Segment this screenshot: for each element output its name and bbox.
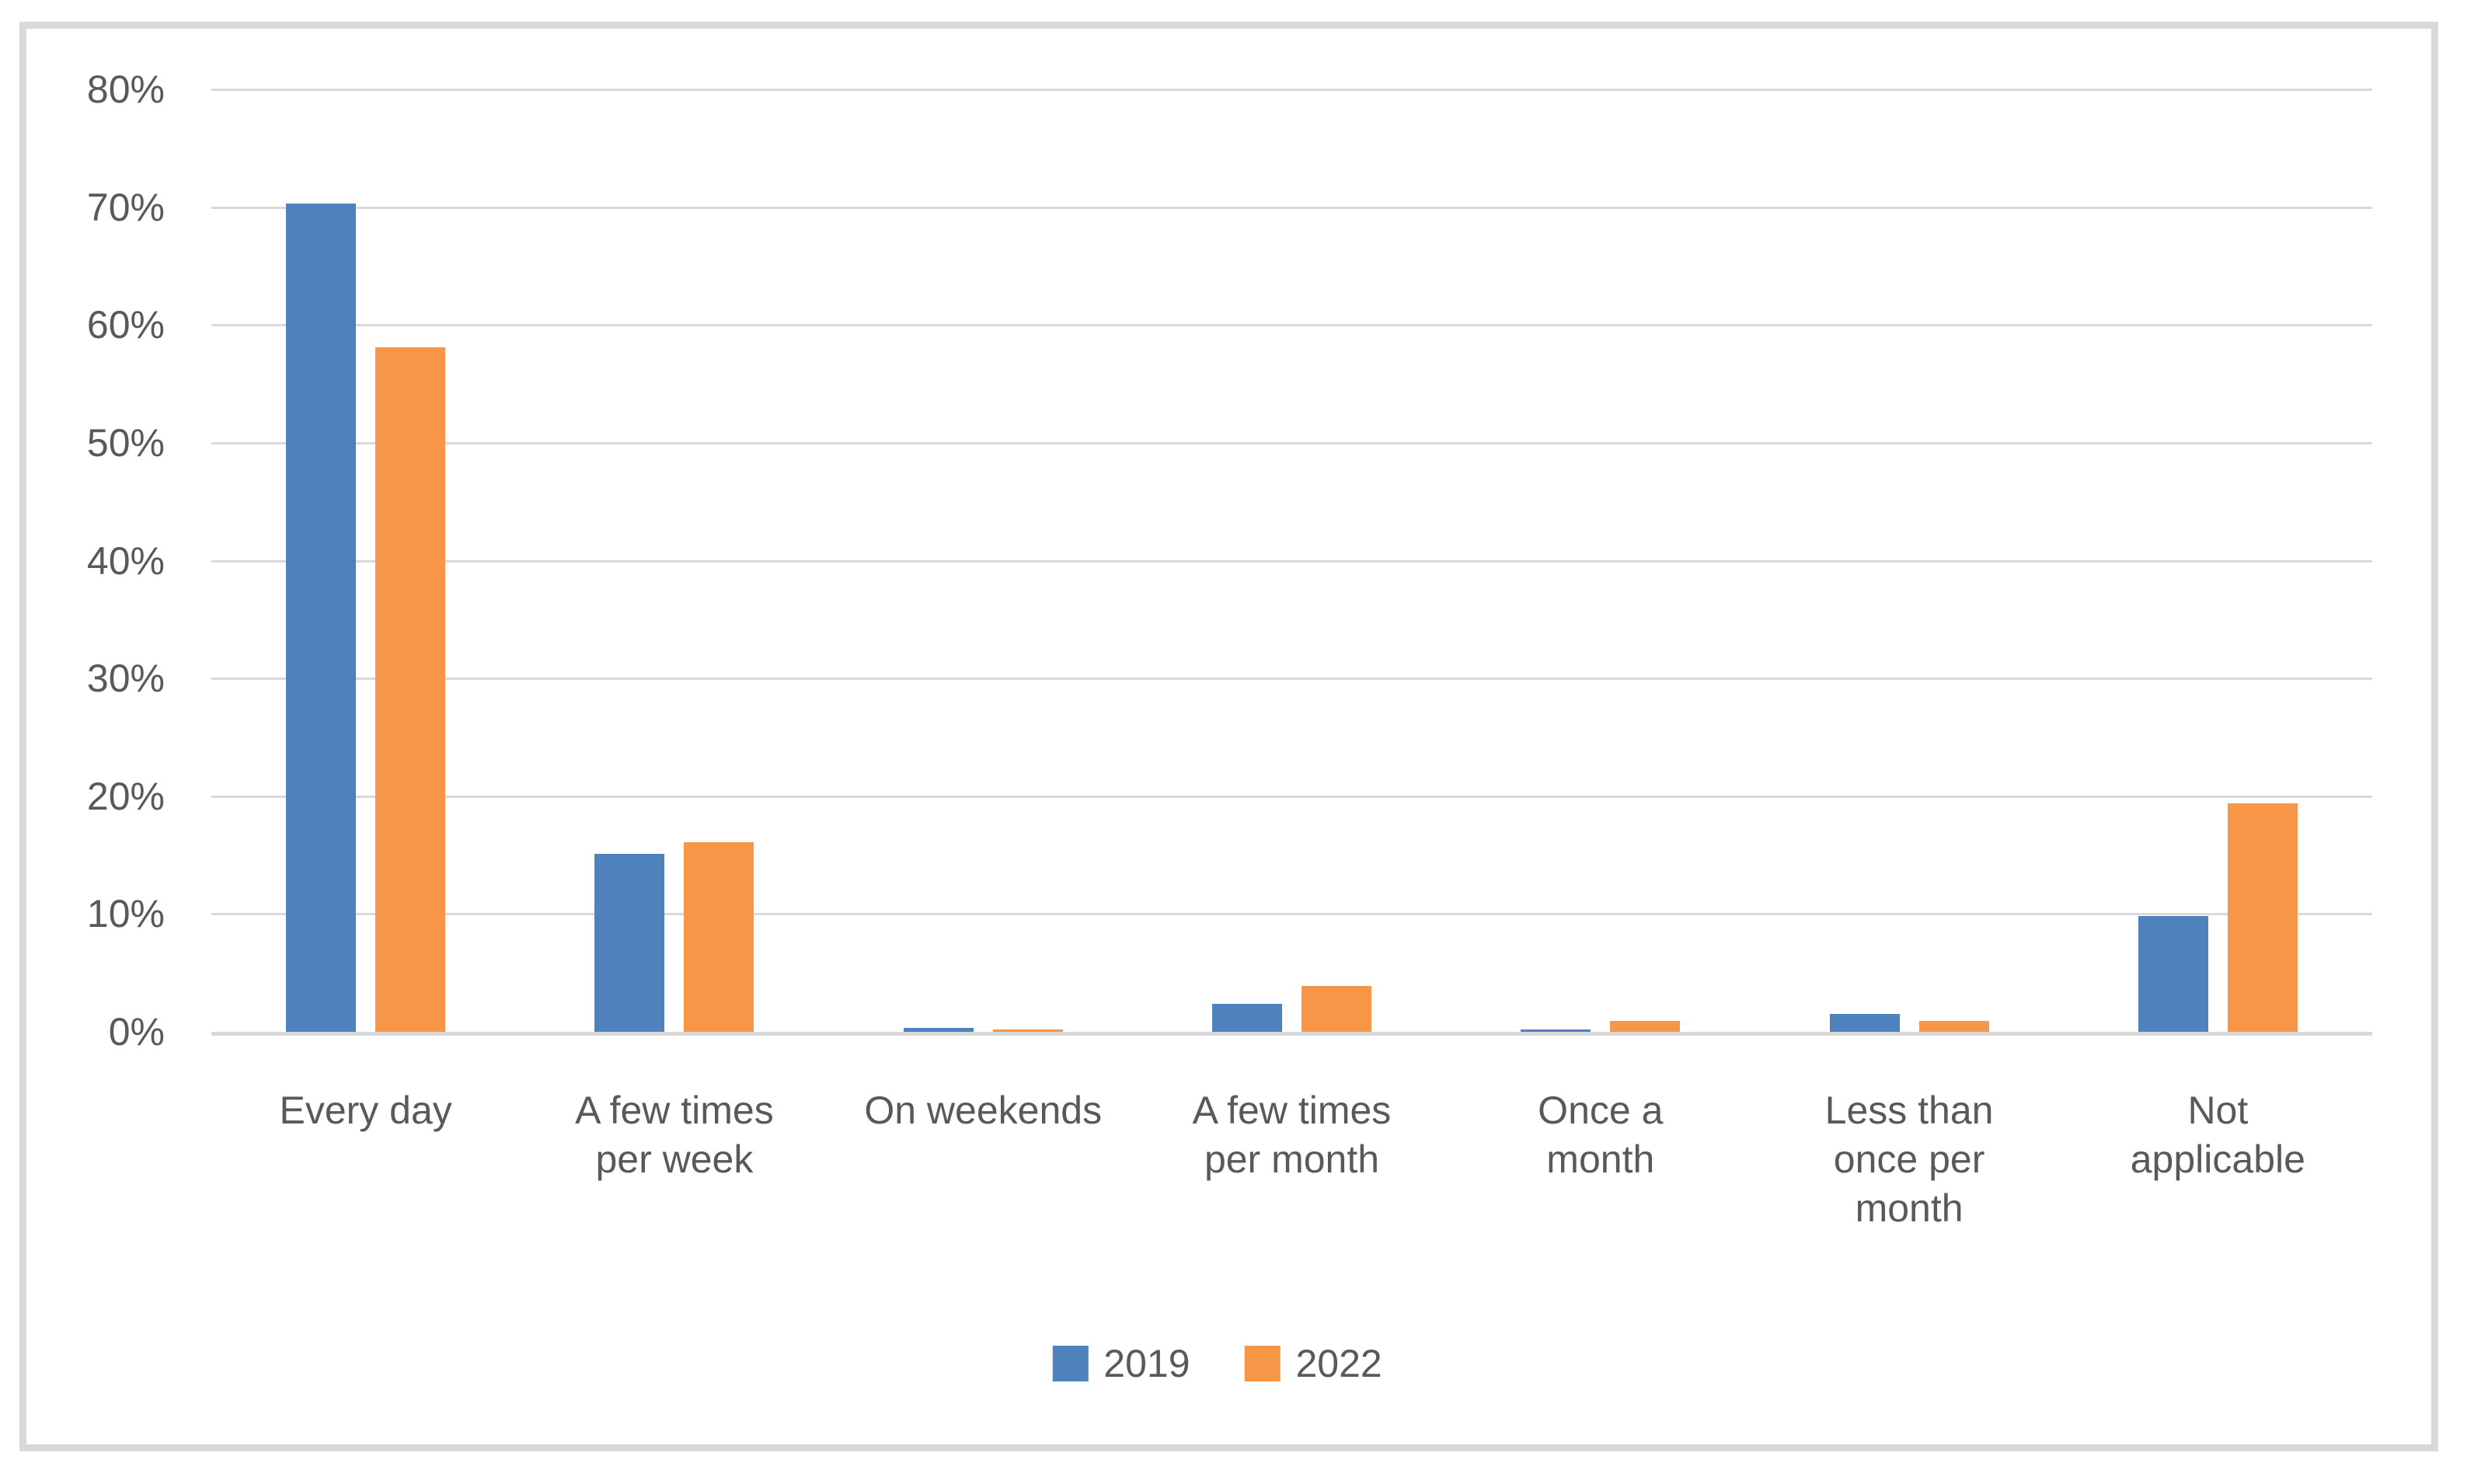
category-label: A few times per month [1192,1089,1392,1181]
legend-item-2019: 2019 [1052,1341,1190,1386]
y-axis-tick-label: 50% [86,420,165,465]
bar-2022-once-a-month [1610,1021,1681,1032]
legend-color-swatch-2022 [1244,1346,1281,1381]
y-axis-tick-label: 70% [86,185,165,229]
y-axis-tick-label: 60% [86,303,165,347]
gridline-40% [211,559,2372,563]
y-axis-tick-label: 20% [86,774,165,818]
legend-item-2022: 2022 [1244,1341,1382,1386]
bar-2019-once-a-month [1521,1029,1591,1032]
legend-color-swatch-2019 [1052,1346,1089,1381]
y-axis-tick-label: 10% [86,892,165,936]
gridline-10% [211,913,2372,916]
gridline-30% [211,678,2372,681]
category-label: Not applicable [2130,1089,2305,1181]
category-label: Less than once per month [1824,1089,1994,1230]
gridline-50% [211,441,2372,444]
category-label: On weekends [864,1089,1103,1132]
y-axis-tick-label: 40% [86,538,165,583]
bar-2019-a-few-times-per-month [1212,1004,1282,1032]
gridline-20% [211,795,2372,798]
bar-2019-on-weekends [903,1028,974,1032]
bar-2022-a-few-times-per-month [1301,986,1371,1032]
legend: 2019 2022 [1052,1341,1382,1386]
gridline-60% [211,324,2372,327]
gridline-80% [211,89,2372,91]
bar-2019-a-few-times-per-week [594,854,665,1032]
bar-2019-less-than-once-per-month [1829,1014,1900,1032]
y-axis-tick-label: 30% [86,657,165,701]
bar-2019-not-applicable [2138,916,2208,1032]
category-label: Once a month [1538,1089,1664,1181]
category-axis-line [211,1032,2372,1036]
gridline-70% [211,206,2372,209]
y-axis-tick-label: 0% [108,1010,165,1054]
category-label: Every day [279,1089,452,1132]
bar-2022-less-than-once-per-month [1918,1021,1989,1032]
legend-year-label: 2019 [1103,1342,1190,1385]
bar-2022-on-weekends [992,1029,1063,1032]
category-label: A few times per week [575,1089,774,1181]
y-axis-tick-label: 80% [86,68,165,111]
bar-2019-every-day [286,204,357,1032]
legend-year-label: 2022 [1295,1342,1382,1385]
bar-2022-not-applicable [2227,803,2298,1032]
bar-2022-a-few-times-per-week [684,842,754,1032]
bar-2022-every-day [375,347,446,1032]
